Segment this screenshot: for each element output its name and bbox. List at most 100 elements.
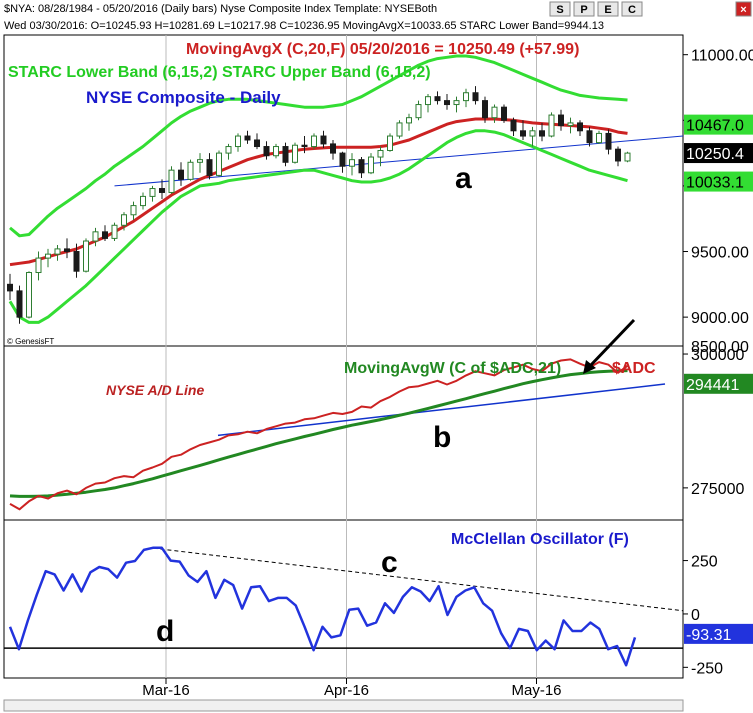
- close-icon[interactable]: [735, 1, 752, 17]
- candle-body: [121, 214, 127, 226]
- candle-body: [26, 272, 32, 318]
- candle-body: [444, 100, 450, 106]
- candle-body: [596, 132, 602, 144]
- ad-value-box: [684, 373, 753, 394]
- oscillator-panel-frame: [3, 519, 684, 679]
- candle-body: [415, 104, 422, 119]
- oscillator-tick-label: -250: [691, 660, 723, 677]
- candle-body: [254, 139, 260, 148]
- close-icon-glyph: ×: [740, 4, 746, 16]
- candle-body: [529, 130, 536, 137]
- candle-body: [206, 159, 213, 176]
- candle-body: [273, 146, 279, 157]
- ad-line: [9, 358, 629, 511]
- annotation-d: d: [156, 615, 174, 648]
- starc-lower-line: [8, 129, 628, 324]
- toolbar-button-label: E: [604, 4, 611, 16]
- ad-polyline: [9, 358, 629, 511]
- candle-body: [330, 143, 336, 154]
- ad-moving-average-label: MovingAvgW (C of $ADC,21): [344, 360, 561, 377]
- candle-body: [16, 290, 23, 318]
- toolbar-buttons: S P E C ×: [549, 1, 752, 17]
- ad-tick-label: 300000: [691, 347, 744, 364]
- oscillator-value-box: [684, 623, 753, 644]
- candle-body: [577, 122, 583, 132]
- candle-body: [54, 248, 61, 255]
- candle-body: [130, 205, 137, 216]
- genesis-credit: © GenesisFT: [7, 337, 54, 346]
- starc-lower-band: [8, 129, 628, 324]
- candle-body: [7, 283, 13, 292]
- candle-body: [216, 152, 222, 176]
- oscillator-dashed-trendline: [153, 547, 684, 612]
- candle-body: [453, 100, 460, 106]
- toolbar-button-label: C: [628, 4, 636, 16]
- candle-body: [311, 135, 317, 148]
- candle-body: [292, 144, 298, 163]
- starc-upper-line: [9, 54, 628, 238]
- candle-body: [368, 156, 374, 174]
- toolbar-button-p[interactable]: [573, 1, 595, 17]
- oscillator-polyline: [8, 546, 637, 667]
- starc-label: STARC Lower Band (6,15,2) STARC Upper Ba…: [8, 64, 431, 81]
- candle-body: [615, 148, 621, 162]
- candle-body: [263, 146, 270, 157]
- oscillator-tick-label: 0: [691, 607, 700, 624]
- candle-body: [301, 144, 308, 148]
- ad-trend-segment: [217, 383, 666, 437]
- candle-body: [159, 188, 165, 193]
- moving-average-label: MovingAvgX (C,20,F) 05/20/2016 = 10250.4…: [186, 41, 579, 58]
- candle-body: [605, 132, 612, 150]
- toolbar-button-c[interactable]: [621, 1, 643, 17]
- arrow-annotation: [583, 318, 636, 374]
- ad-moving-average: [9, 369, 628, 498]
- annotation-c: c: [381, 546, 398, 579]
- candle-body: [586, 130, 593, 144]
- candle-body: [111, 224, 118, 239]
- candle-body: [235, 135, 241, 148]
- horizontal-scrollbar[interactable]: [3, 699, 684, 712]
- candle-body: [491, 106, 498, 119]
- ad-trendline: [217, 383, 666, 437]
- ohlc-line: Wed 03/30/2016: O=10245.93 H=10281.69 L=…: [4, 20, 604, 32]
- candle-body: [187, 161, 194, 180]
- price-tick-label: 9500.00: [691, 245, 749, 262]
- candle-body: [140, 195, 146, 207]
- price-chart-title: NYSE Composite - Daily: [86, 88, 281, 107]
- x-tick-label: Mar-16: [142, 682, 190, 699]
- candle-body: [406, 117, 412, 124]
- oscillator-guides: [4, 547, 684, 649]
- candle-body: [387, 135, 393, 151]
- ad-value-label: 294441: [686, 377, 739, 394]
- ad-tick-label: 275000: [691, 481, 744, 498]
- candle-body: [567, 122, 574, 127]
- candle-body: [472, 92, 479, 102]
- price-value-label: 10467.0: [686, 118, 744, 135]
- candle-body: [197, 159, 203, 163]
- symbol-line: $NYA: 08/28/1984 - 05/20/2016 (Daily bar…: [4, 3, 437, 15]
- price-value-box: [684, 143, 753, 164]
- price-value-label: 10033.1: [686, 175, 744, 192]
- candle-body: [339, 152, 346, 167]
- candle-body: [463, 92, 469, 102]
- price-tick-label: 9000.00: [691, 310, 749, 327]
- oscillator-axis: -250 0 250 -93.31: [683, 554, 753, 677]
- ad-line-title: NYSE A/D Line: [106, 382, 204, 398]
- x-tick-label: May-16: [511, 682, 561, 699]
- toolbar-button-s[interactable]: [549, 1, 571, 17]
- price-axis: 9000.00 9500.00 11000.00 8500.00 10467.0 1025…: [683, 48, 753, 356]
- x-tick-label: Apr-16: [324, 682, 369, 699]
- toolbar-button-e[interactable]: [597, 1, 619, 17]
- candle-body: [349, 159, 355, 167]
- candle-body: [396, 122, 403, 137]
- oscillator-line: [8, 546, 637, 667]
- oscillator-value-label: -93.31: [686, 627, 731, 644]
- candle-body: [282, 146, 289, 163]
- candle-body: [149, 188, 156, 197]
- ad-mavg-polyline: [9, 369, 628, 498]
- oscillator-title: McClellan Oscillator (F): [451, 531, 629, 548]
- price-tick-label: 11000.00: [691, 48, 753, 65]
- candle-body: [425, 96, 431, 106]
- candle-body: [501, 106, 507, 121]
